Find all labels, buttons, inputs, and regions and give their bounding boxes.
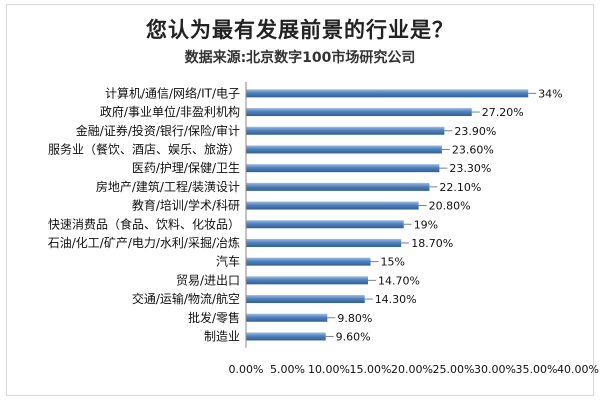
value-label: 22.10% — [439, 181, 481, 194]
x-tick-label: 40.00% — [557, 363, 599, 376]
category-label: 计算机/通信/网络/IT/电子 — [105, 85, 240, 100]
value-label: 15% — [381, 256, 405, 269]
category-label: 教育/培训/学术/科研 — [132, 198, 240, 213]
x-tick-label: 35.00% — [516, 363, 558, 376]
bar — [246, 108, 472, 117]
chart-title: 您认为最有发展前景的行业是？ — [146, 18, 454, 42]
category-label: 服务业（餐饮、酒店、娱乐、旅游） — [48, 141, 240, 156]
value-label: 23.30% — [449, 162, 491, 175]
chart-subtitle: 数据来源:北京数字100市场研究公司 — [184, 50, 416, 66]
value-label: 23.60% — [452, 143, 494, 156]
bar — [246, 220, 404, 229]
category-label: 汽车 — [216, 254, 240, 269]
category-label: 政府/事业单位/非盈利机构 — [100, 104, 240, 119]
value-label: 20.80% — [429, 200, 471, 213]
value-label: 34% — [538, 87, 562, 100]
x-tick-label: 0.00% — [229, 363, 264, 376]
category-label: 制造业 — [204, 329, 240, 343]
bar — [246, 313, 328, 322]
category-label: 交通/运输/物流/航空 — [132, 291, 240, 306]
x-tick-label: 20.00% — [391, 363, 433, 376]
x-tick-label: 15.00% — [350, 363, 392, 376]
x-tick-label: 5.00% — [270, 363, 305, 376]
value-label: 9.60% — [336, 330, 371, 343]
category-label: 房地产/建筑/工程/装潢设计 — [96, 179, 240, 194]
bar — [246, 145, 442, 154]
value-label: 14.30% — [375, 293, 417, 306]
category-label: 快速消费品（食品、饮料、化妆品） — [48, 216, 240, 231]
bar — [246, 276, 369, 285]
category-label: 石油/化工/矿产/电力/水利/采掘/冶炼 — [48, 235, 240, 250]
bar — [246, 201, 419, 210]
category-label: 金融/证券/投资/银行/保险/审计 — [76, 123, 240, 138]
bar — [246, 238, 402, 247]
value-label: 18.70% — [411, 237, 453, 250]
category-label: 贸易/进出口 — [176, 273, 240, 287]
x-tick-label: 30.00% — [474, 363, 516, 376]
bar — [246, 89, 529, 98]
bar — [246, 257, 371, 266]
bar — [246, 295, 365, 304]
bar — [246, 164, 440, 173]
x-tick-label: 10.00% — [308, 363, 350, 376]
value-label: 23.90% — [454, 125, 496, 138]
value-label: 27.20% — [482, 106, 524, 119]
value-label: 19% — [414, 218, 438, 231]
category-label: 批发/零售 — [188, 310, 240, 325]
chart — [6, 4, 594, 396]
value-label: 14.70% — [378, 274, 420, 287]
category-label: 医药/护理/保健/卫生 — [132, 161, 240, 175]
value-label: 9.80% — [337, 312, 372, 325]
bar — [246, 332, 326, 341]
bar — [246, 126, 445, 135]
bar — [246, 182, 430, 191]
x-tick-label: 25.00% — [433, 363, 475, 376]
